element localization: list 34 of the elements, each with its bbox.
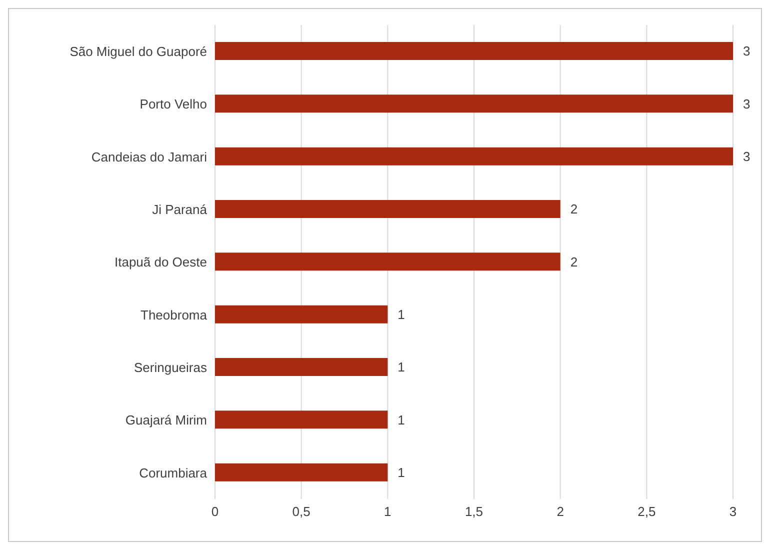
bar [215,305,388,324]
x-tick-label: 0 [211,504,219,520]
bar [215,147,733,166]
y-tick-label: Seringueiras [134,360,208,375]
x-tick-label: 3 [729,504,737,520]
x-tick-label: 1,5 [464,504,484,520]
data-label: 1 [398,306,405,322]
data-label: 1 [398,412,405,428]
x-tick-label: 1 [384,504,392,520]
y-tick-label: Theobroma [140,307,208,322]
bar [215,200,560,218]
bar [215,463,388,482]
y-tick-label: São Miguel do Guaporé [70,44,207,59]
data-label: 1 [398,464,405,480]
y-tick-label: Guajará Mirim [125,412,207,428]
y-tick-label: Ji Paraná [152,202,208,217]
data-label: 2 [570,254,578,270]
data-label: 2 [570,202,578,217]
data-label: 1 [398,360,405,375]
x-tick-label: 0,5 [292,504,310,520]
y-tick-label: Candeias do Jamari [91,149,208,164]
bar [215,94,733,113]
y-tick-label: Corumbiara [139,465,208,480]
x-tick-label: 2 [556,504,564,520]
data-label: 3 [743,148,750,164]
data-label: 3 [743,96,750,112]
y-tick-label: Itapuã do Oeste [114,254,207,270]
bar [215,358,388,376]
data-label: 3 [743,44,750,59]
bar [215,410,388,429]
bar [215,42,733,60]
bar [215,252,560,271]
x-tick-label: 2,5 [638,504,656,520]
y-tick-label: Porto Velho [140,96,207,112]
